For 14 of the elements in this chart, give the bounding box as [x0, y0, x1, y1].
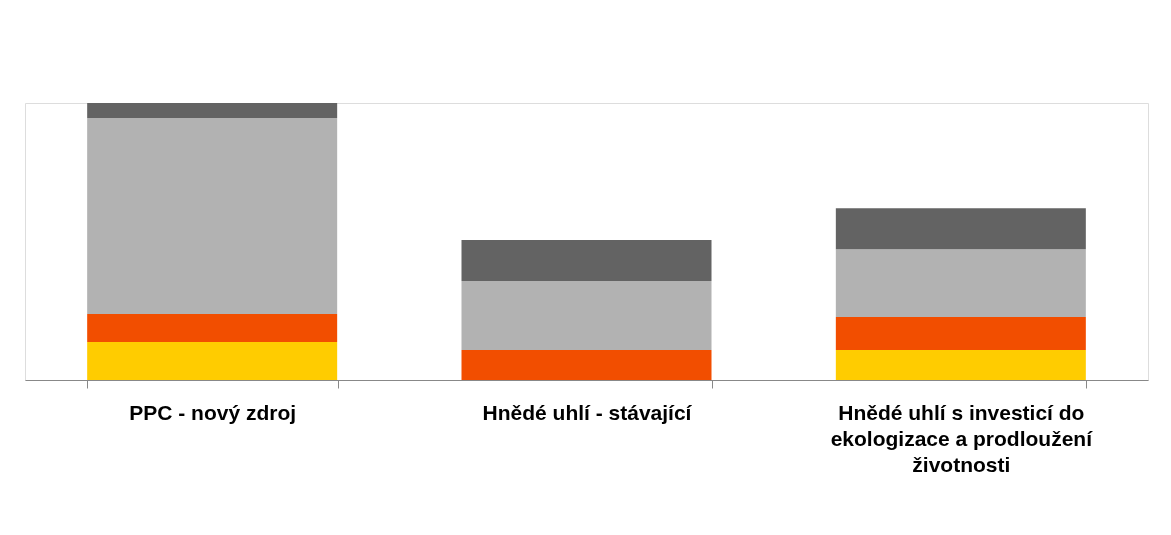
bar	[461, 240, 712, 282]
bar	[835, 208, 1086, 250]
bar	[87, 342, 338, 380]
bar	[87, 314, 338, 343]
x-tick-label: PPC - nový zdroj	[129, 400, 297, 424]
x-tick-label: Hnědé uhlí - stávající	[482, 400, 693, 424]
bar	[461, 350, 712, 380]
x-tick-label: Hnědé uhlí s investicí do ekologizace a prodloužení životnosti	[830, 400, 1094, 476]
bar	[461, 281, 712, 351]
bar	[835, 317, 1086, 351]
bar	[835, 350, 1086, 380]
bar	[87, 103, 338, 118]
bar	[835, 249, 1086, 318]
bar	[87, 117, 338, 315]
